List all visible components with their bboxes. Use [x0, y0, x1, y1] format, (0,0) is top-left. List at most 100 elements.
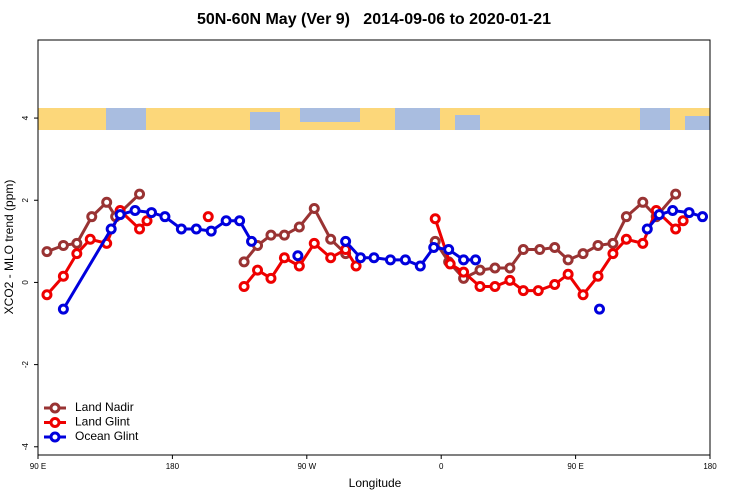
map-band	[38, 108, 710, 130]
point	[265, 229, 277, 241]
point	[278, 229, 290, 241]
legend-label: Land Nadir	[75, 400, 134, 414]
point	[637, 196, 649, 208]
x-tick-label: 90 E	[30, 462, 46, 471]
point	[105, 223, 117, 235]
point	[470, 254, 482, 266]
point	[190, 223, 202, 235]
point	[534, 244, 546, 256]
point	[489, 281, 501, 293]
x-tick-label: 180	[166, 462, 180, 471]
point	[677, 215, 689, 227]
point	[697, 211, 709, 223]
point	[134, 188, 146, 200]
point	[234, 215, 246, 227]
plot-frame	[37, 39, 711, 456]
point	[504, 262, 516, 274]
point	[84, 233, 96, 245]
point	[444, 258, 456, 270]
point	[350, 260, 362, 272]
point	[129, 205, 141, 217]
legend-marker	[49, 431, 61, 443]
point	[278, 252, 290, 264]
point	[443, 244, 455, 256]
point	[428, 242, 440, 253]
y-axis-label: XCO2 - MLO trend (ppm)	[2, 180, 16, 315]
point	[620, 211, 632, 223]
x-tick-label: 180	[703, 462, 717, 471]
point	[562, 268, 574, 280]
legend-marker	[49, 402, 61, 414]
x-axis-label: Longitude	[349, 476, 402, 490]
point	[592, 270, 604, 282]
point	[238, 256, 250, 268]
point	[653, 209, 665, 221]
x-tick-label: 90 W	[297, 462, 316, 471]
point	[489, 262, 501, 274]
point	[340, 235, 352, 247]
y-tick-label: -4	[21, 443, 30, 451]
y-tick-label: 2	[21, 197, 30, 202]
point	[134, 223, 146, 235]
point	[670, 188, 682, 200]
point	[637, 237, 649, 249]
point	[141, 215, 153, 227]
point	[308, 202, 320, 214]
point	[667, 205, 679, 217]
point	[86, 211, 98, 223]
x-tick-label: 0	[439, 462, 444, 471]
point	[517, 285, 529, 297]
x-tick-label: 90 E	[567, 462, 583, 471]
point	[293, 221, 305, 233]
point	[458, 254, 470, 266]
y-tick-label: -2	[21, 361, 30, 369]
point	[57, 303, 69, 315]
point	[458, 266, 470, 278]
point	[159, 211, 171, 223]
point	[683, 207, 695, 219]
point	[238, 281, 250, 293]
point	[549, 242, 561, 253]
point	[220, 215, 232, 227]
point	[71, 248, 83, 260]
point	[429, 213, 441, 225]
series-line	[62, 208, 703, 310]
point	[205, 225, 217, 237]
point	[71, 237, 83, 249]
point	[549, 278, 561, 290]
point	[202, 211, 214, 223]
point	[41, 289, 53, 301]
point	[517, 244, 529, 256]
point	[145, 207, 157, 219]
point	[246, 235, 258, 247]
point	[355, 252, 367, 264]
point	[620, 233, 632, 245]
point	[252, 264, 264, 276]
point	[308, 237, 320, 249]
point	[474, 281, 486, 293]
point	[577, 289, 589, 301]
point	[577, 248, 589, 260]
legend-label: Ocean Glint	[75, 429, 139, 443]
point	[607, 248, 619, 260]
chart-title: 50N-60N May (Ver 9) 2014-09-06 to 2020-0…	[197, 11, 551, 28]
point	[325, 252, 337, 264]
y-tick-label: 4	[21, 115, 30, 120]
point	[562, 254, 574, 266]
point	[292, 250, 304, 262]
point	[607, 237, 619, 249]
point	[175, 223, 187, 235]
y-tick-label: 0	[21, 280, 30, 285]
legend-label: Land Glint	[75, 415, 130, 429]
point	[101, 196, 113, 208]
point	[325, 233, 337, 245]
legend-marker	[49, 417, 61, 428]
point	[592, 239, 604, 251]
point	[265, 272, 277, 284]
point	[57, 239, 69, 251]
point	[670, 223, 682, 235]
point	[293, 260, 305, 272]
point	[593, 303, 605, 315]
point	[532, 285, 544, 297]
